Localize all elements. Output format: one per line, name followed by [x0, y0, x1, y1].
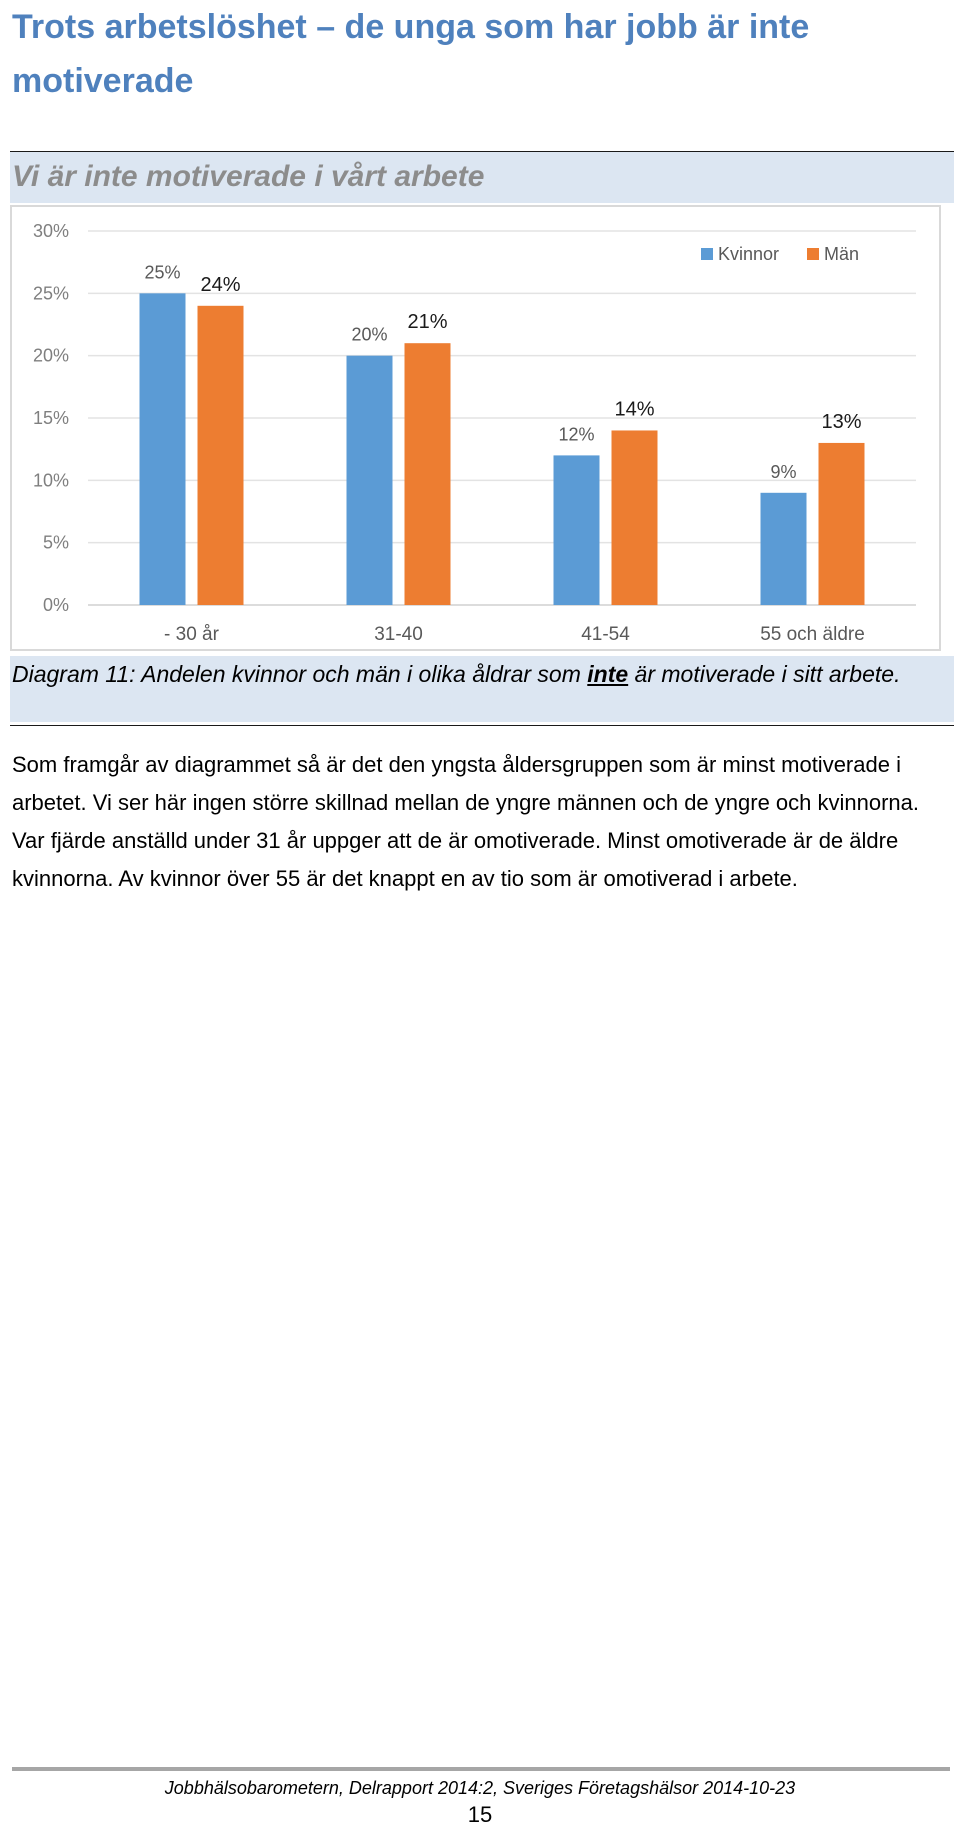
caption-emphasis: inte — [587, 661, 629, 687]
data-label: 9% — [770, 462, 796, 482]
x-tick-label: - 30 år — [164, 624, 220, 645]
legend-swatch — [701, 248, 713, 260]
x-tick-label: 31-40 — [374, 624, 423, 645]
legend-label: Män — [824, 244, 859, 264]
x-tick-label: 41-54 — [581, 624, 630, 645]
caption-text-after: är motiverade i sitt arbete. — [628, 661, 901, 687]
bar — [760, 492, 807, 605]
y-tick-label: 20% — [33, 346, 69, 366]
bar — [197, 305, 244, 605]
y-tick-label: 30% — [33, 221, 69, 241]
caption-text-before: Diagram 11: Andelen kvinnor och män i ol… — [12, 661, 588, 687]
page-title: Trots arbetslöshet – de unga som har job… — [12, 8, 810, 100]
data-label: 21% — [407, 311, 447, 333]
footer-divider — [12, 1767, 950, 1771]
body-paragraph: Som framgår av diagrammet så är det den … — [12, 752, 920, 891]
y-tick-label: 15% — [33, 408, 69, 428]
legend-swatch — [807, 248, 819, 260]
bar — [611, 430, 658, 605]
bar — [404, 343, 451, 605]
bar — [818, 442, 865, 605]
x-tick-label: 55 och äldre — [760, 624, 865, 645]
y-tick-label: 10% — [33, 470, 69, 490]
data-label: 24% — [200, 274, 240, 296]
chart-plot-box: 0% 5% 10% 15% 20% 25% 30% 25% 24% - 30 år 20% 21% 31… — [10, 205, 941, 651]
bar — [139, 293, 186, 605]
y-tick-label: 5% — [43, 533, 69, 553]
chart-figure: Vi är inte motiverade i vårt arbete 0% 5%… — [10, 151, 954, 726]
data-label: 12% — [558, 424, 594, 444]
bar-chart: 0% 5% 10% 15% 20% 25% 30% 25% 24% - 30 år 20% 21% 31… — [33, 221, 916, 645]
bar — [346, 355, 393, 605]
legend-label: Kvinnor — [718, 244, 779, 264]
chart-title: Vi är inte motiverade i vårt arbete — [10, 152, 954, 203]
data-label: 14% — [614, 398, 654, 420]
page-number: 15 — [467, 1802, 493, 1827]
data-label: 20% — [351, 325, 387, 345]
data-label: 25% — [144, 262, 180, 282]
footer-text: Jobbhälsobarometern, Delrapport 2014:2, … — [164, 1778, 796, 1798]
data-label: 13% — [821, 411, 861, 433]
chart-caption: Diagram 11: Andelen kvinnor och män i ol… — [10, 656, 954, 722]
y-tick-label: 0% — [43, 595, 69, 615]
y-tick-label: 25% — [33, 283, 69, 303]
bar — [553, 455, 600, 605]
